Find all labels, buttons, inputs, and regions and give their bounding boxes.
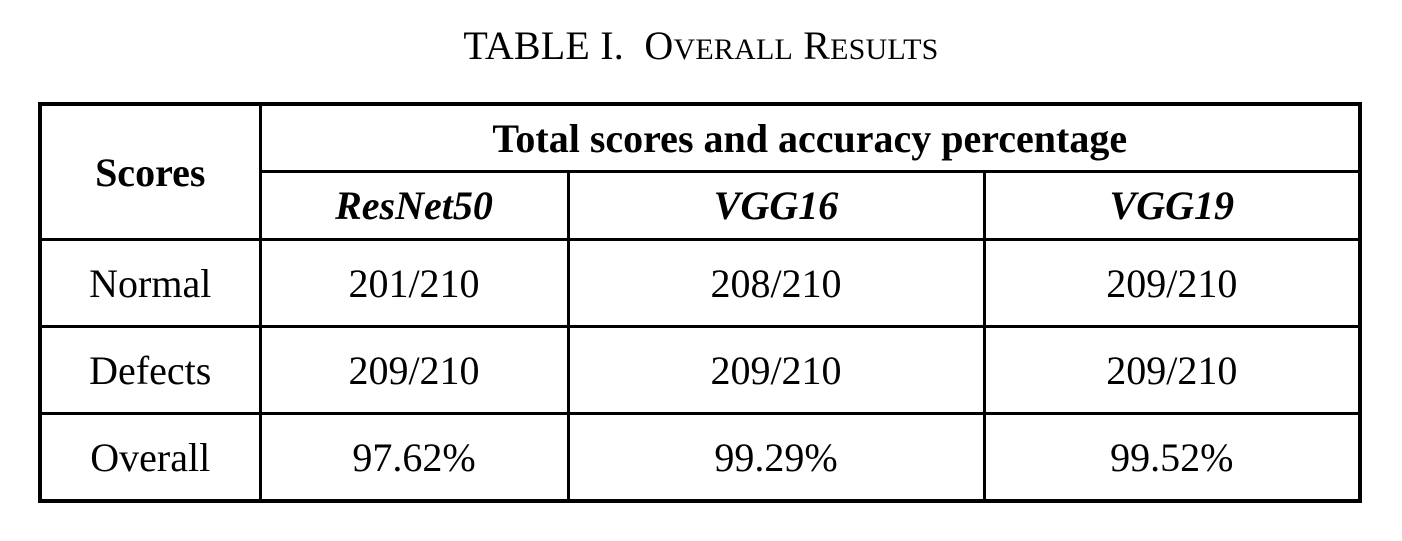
table-cell: 97.62% — [258, 412, 570, 503]
caption-title-part: VERALL — [673, 33, 794, 66]
column-header-vgg19: VGG19 — [982, 170, 1362, 242]
caption-title-part: ESULTS — [830, 33, 939, 66]
row-label: Normal — [38, 238, 262, 329]
table-header-row: Scores Total scores and accuracy percent… — [38, 102, 1362, 242]
row-header-cell: Scores — [38, 102, 262, 242]
caption-title-part: R — [803, 23, 831, 68]
caption-title-part — [793, 23, 803, 68]
table-cell: 208/210 — [566, 238, 986, 329]
table-cell: 209/210 — [258, 325, 570, 416]
table-cell: 209/210 — [982, 238, 1362, 329]
column-header-resnet50: ResNet50 — [258, 170, 570, 242]
table-header-row: ResNet50 VGG16 VGG19 — [40, 170, 1362, 242]
column-header-vgg16: VGG16 — [566, 170, 986, 242]
table-cell: 99.29% — [566, 412, 986, 503]
table-row: Defects 209/210 209/210 209/210 — [38, 325, 1362, 416]
table-cell: 99.52% — [982, 412, 1362, 503]
caption-label: TABLE I. — [463, 23, 624, 68]
table-cell: 201/210 — [258, 238, 570, 329]
caption-title: OVERALL RESULTS — [644, 23, 938, 68]
row-label: Overall — [38, 412, 262, 503]
caption-title-part: O — [644, 23, 674, 68]
row-label: Defects — [38, 325, 262, 416]
table-row: Normal 201/210 208/210 209/210 — [38, 238, 1362, 329]
table-caption: TABLE I. OVERALL RESULTS — [0, 22, 1402, 74]
table-cell: 209/210 — [982, 325, 1362, 416]
results-table: Scores Total scores and accuracy percent… — [38, 102, 1363, 503]
table-cell: 209/210 — [566, 325, 986, 416]
group-header-cell: Total scores and accuracy percentage — [258, 102, 1362, 174]
table-row: Overall 97.62% 99.29% 99.52% — [38, 412, 1362, 503]
